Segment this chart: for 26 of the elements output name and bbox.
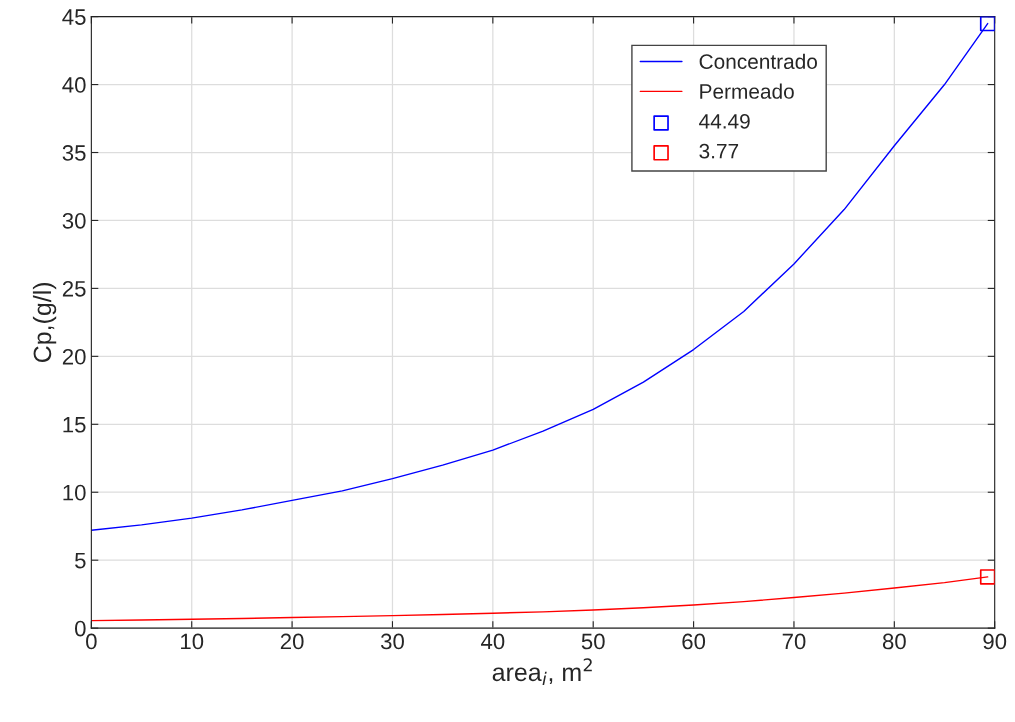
y-tick-label: 25 xyxy=(62,280,86,297)
y-tick-label: 5 xyxy=(75,552,86,569)
legend-label: 44.49 xyxy=(699,113,750,129)
y-axis-title: Cp,(g/l) xyxy=(32,282,57,363)
y-tick-label: 20 xyxy=(62,348,86,365)
x-tick-label: 80 xyxy=(882,633,906,650)
y-tick-label: 45 xyxy=(62,9,86,25)
legend-label: Concentrado xyxy=(699,53,817,69)
x-tick-label: 40 xyxy=(480,633,505,650)
x-tick-label: 50 xyxy=(581,633,605,650)
x-tick-label: 60 xyxy=(682,633,706,650)
x-tick-label: 70 xyxy=(782,633,806,650)
legend-label: Permeado xyxy=(700,83,794,99)
y-tick-label: 30 xyxy=(62,212,86,229)
legend-label: 3.77 xyxy=(699,143,739,159)
x-tick-label: 90 xyxy=(983,633,1007,650)
x-tick-label: 20 xyxy=(280,633,304,650)
y-tick-label: 40 xyxy=(62,77,86,93)
y-tick-label: 35 xyxy=(62,145,86,161)
y-tick-label: 0 xyxy=(75,620,86,637)
y-tick-label: 10 xyxy=(63,484,86,501)
x-axis-title: area$_{i}$, m$^{2}$ xyxy=(492,658,592,685)
x-tick-label: 0 xyxy=(86,633,97,650)
x-tick-label: 10 xyxy=(181,633,204,650)
y-tick-label: 15 xyxy=(63,417,86,433)
x-tick-label: 30 xyxy=(380,633,404,650)
